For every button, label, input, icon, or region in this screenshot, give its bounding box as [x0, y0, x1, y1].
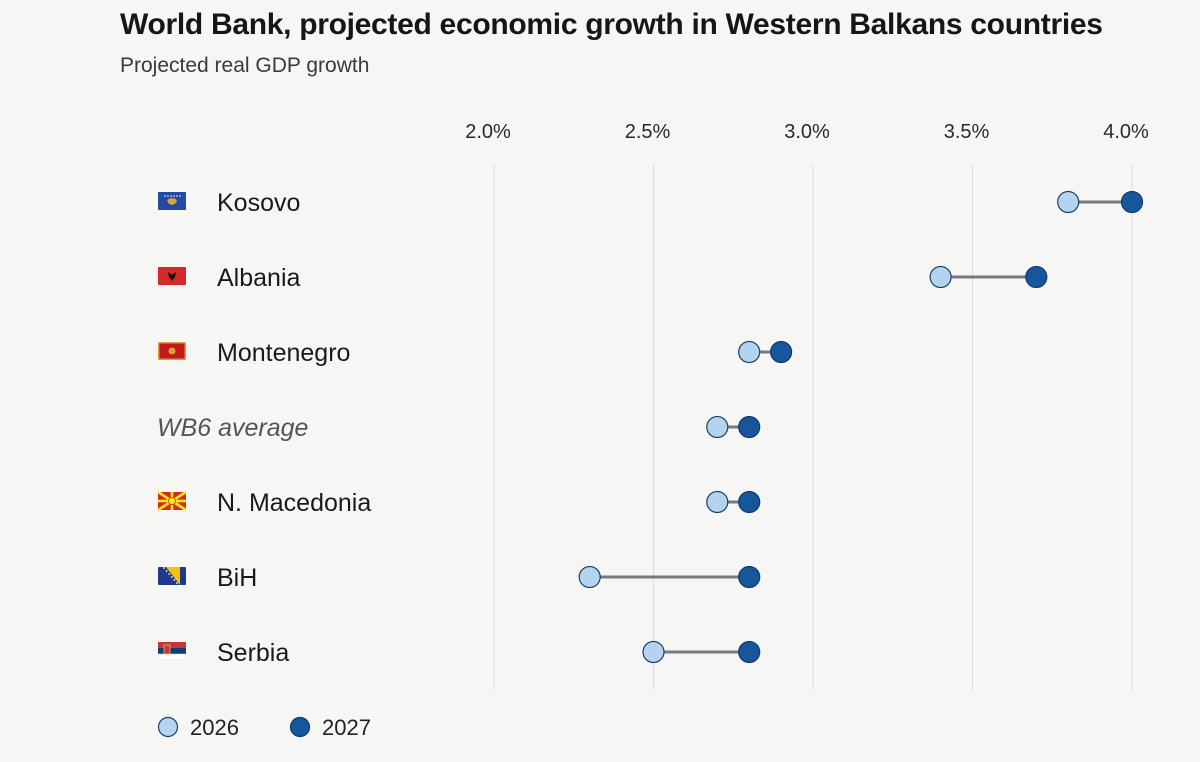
x-tick-label: 3.5%	[944, 121, 990, 143]
row-label: Albania	[217, 264, 300, 292]
point-2027	[738, 415, 761, 439]
bosnia-flag-icon	[158, 567, 186, 585]
point-2026	[706, 490, 729, 514]
point-2027	[1120, 190, 1144, 214]
north-macedonia-flag-icon	[157, 490, 187, 512]
row-label: Montenegro	[217, 339, 350, 367]
chart-row: Montenegro	[158, 339, 793, 367]
chart-row: Albania	[158, 264, 1048, 292]
x-axis-ticks: 2.0% 2.5% 3.0% 3.5% 4.0%	[465, 121, 1149, 143]
row-label: BiH	[217, 564, 257, 592]
chart-row: N. Macedonia	[157, 489, 761, 517]
point-2026	[706, 415, 729, 439]
x-tick-label: 3.0%	[784, 121, 830, 143]
row-label: N. Macedonia	[217, 489, 371, 517]
point-2027	[738, 640, 761, 664]
chart-rows: Kosovo Albania Montenegro WB6 average N. Mac…	[157, 189, 1144, 667]
point-2026	[738, 340, 761, 364]
row-label: Serbia	[217, 639, 289, 667]
chart-row: BiH	[158, 564, 761, 592]
point-2027	[1025, 265, 1048, 289]
chart-row: Kosovo	[158, 189, 1144, 217]
albania-flag-icon	[158, 267, 186, 285]
legend-marker-2026	[157, 716, 179, 738]
chart-title: World Bank, projected economic growth in…	[120, 8, 1103, 41]
grid-lines	[493, 165, 1133, 690]
kosovo-flag-icon	[158, 192, 186, 210]
point-2026	[578, 565, 601, 589]
point-2027	[738, 565, 761, 589]
chart-row: WB6 average	[157, 414, 761, 442]
chart-subtitle: Projected real GDP growth	[120, 54, 370, 77]
chart-row: Serbia	[157, 639, 761, 667]
point-2027	[738, 490, 761, 514]
point-2026	[1057, 190, 1080, 214]
legend-label-2027: 2027	[322, 715, 371, 740]
serbia-flag-icon	[157, 642, 187, 661]
x-tick-label: 2.5%	[625, 121, 671, 143]
point-2026	[642, 640, 665, 664]
montenegro-flag-icon	[158, 342, 186, 360]
point-2026	[929, 265, 952, 289]
legend: 2026 2027	[157, 715, 371, 740]
row-label: WB6 average	[157, 414, 308, 442]
x-tick-label: 2.0%	[465, 121, 511, 143]
legend-marker-2027	[289, 716, 311, 738]
row-label: Kosovo	[217, 189, 300, 217]
point-2027	[769, 340, 793, 364]
legend-label-2026: 2026	[190, 715, 239, 740]
x-tick-label: 4.0%	[1103, 121, 1149, 143]
